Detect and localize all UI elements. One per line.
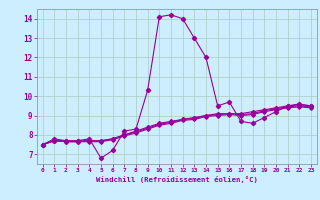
X-axis label: Windchill (Refroidissement éolien,°C): Windchill (Refroidissement éolien,°C) (96, 176, 258, 183)
